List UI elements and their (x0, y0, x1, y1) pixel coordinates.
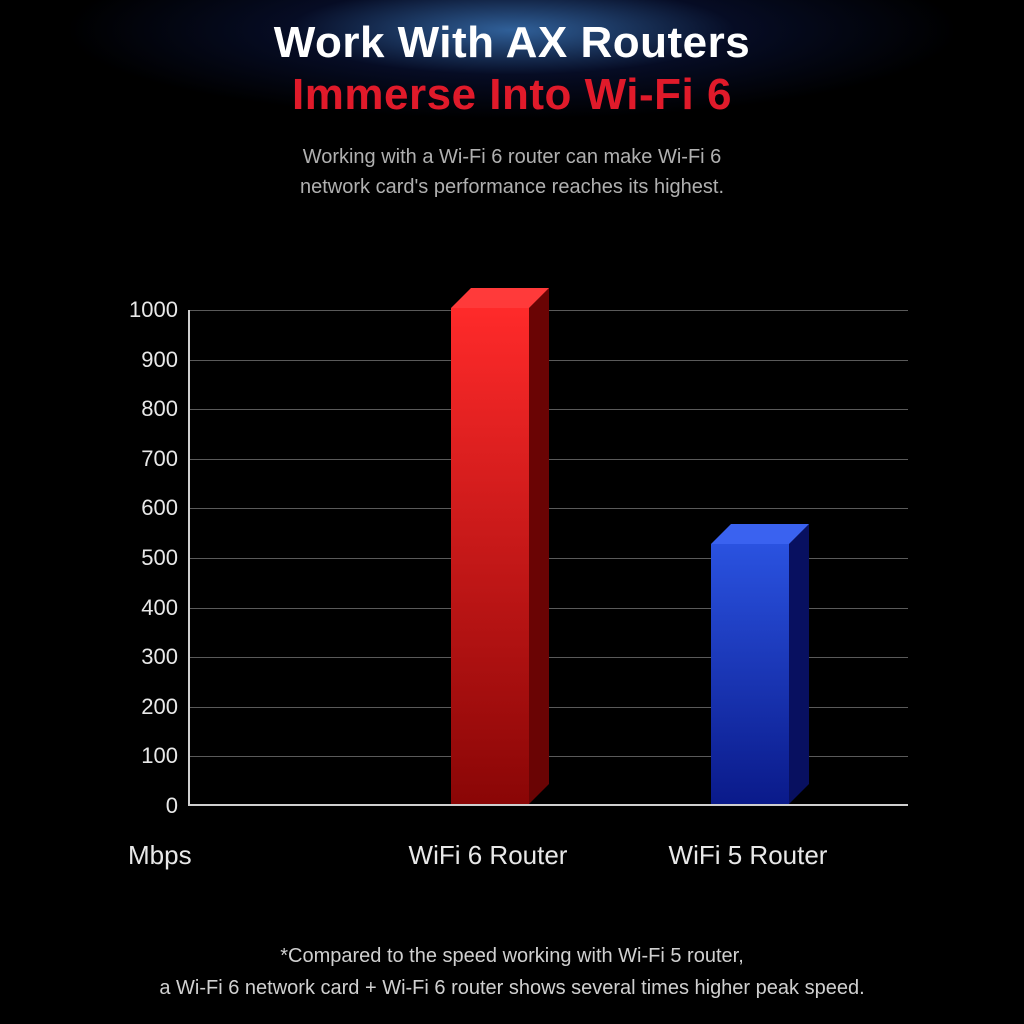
header: Work With AX Routers Immerse Into Wi-Fi … (0, 0, 1024, 202)
title-line2: Immerse Into Wi-Fi 6 (0, 70, 1024, 120)
gridline (190, 310, 908, 311)
y-tick-label: 800 (118, 396, 178, 422)
bar-side (529, 288, 549, 804)
bar-front (711, 544, 789, 804)
subtitle-line2: network card's performance reaches its h… (300, 176, 724, 198)
gridline (190, 459, 908, 460)
bar-1 (451, 288, 549, 804)
footnote-line1: *Compared to the speed working with Wi-F… (280, 945, 744, 967)
x-label-1: WiFi 6 Router (409, 840, 568, 871)
y-tick-label: 200 (118, 694, 178, 720)
y-tick-label: 400 (118, 595, 178, 621)
bar-2 (711, 524, 809, 804)
y-tick-label: 300 (118, 644, 178, 670)
title-line1: Work With AX Routers (0, 18, 1024, 68)
chart-plot-area (188, 310, 908, 806)
y-tick-label: 1000 (118, 297, 178, 323)
bar-chart: 01002003004005006007008009001000 MbpsWiF… (118, 310, 908, 860)
y-axis-unit: Mbps (128, 840, 192, 871)
bar-side (789, 524, 809, 804)
y-tick-label: 500 (118, 545, 178, 571)
gridline (190, 360, 908, 361)
y-tick-label: 100 (118, 743, 178, 769)
gridline (190, 409, 908, 410)
y-tick-label: 0 (118, 793, 178, 819)
footnote: *Compared to the speed working with Wi-F… (0, 940, 1024, 1004)
footnote-line2: a Wi-Fi 6 network card + Wi-Fi 6 router … (159, 977, 864, 999)
y-tick-label: 700 (118, 446, 178, 472)
bar-front (451, 308, 529, 804)
subtitle: Working with a Wi-Fi 6 router can make W… (0, 142, 1024, 202)
x-label-2: WiFi 5 Router (669, 840, 828, 871)
y-tick-label: 900 (118, 347, 178, 373)
gridline (190, 508, 908, 509)
y-tick-label: 600 (118, 495, 178, 521)
subtitle-line1: Working with a Wi-Fi 6 router can make W… (303, 146, 722, 168)
